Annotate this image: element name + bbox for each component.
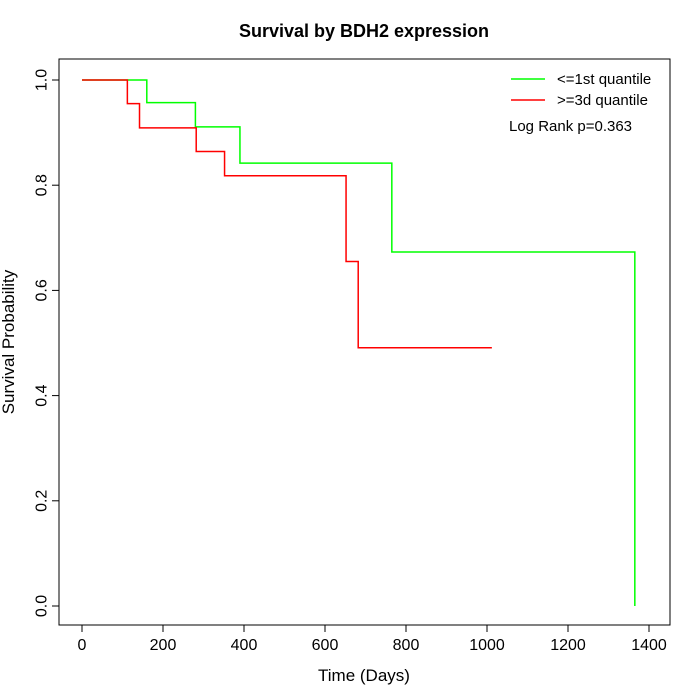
x-tick-label: 600 — [312, 637, 339, 654]
x-tick-label: 400 — [231, 637, 258, 654]
y-tick-label: 0.2 — [34, 490, 51, 512]
x-tick-label: 1400 — [631, 637, 667, 654]
plot-frame — [58, 58, 671, 626]
y-tick-label: 0.0 — [34, 595, 51, 617]
x-tick-label: 0 — [78, 637, 87, 654]
x-axis: 0 200 400 600 800 1000 1200 1400 — [78, 624, 667, 654]
legend-label: <=1st quantile — [557, 71, 651, 88]
y-tick-label: 0.8 — [34, 174, 51, 196]
y-tick-label: 1.0 — [34, 69, 51, 91]
y-axis: 0.0 0.2 0.4 0.6 0.8 1.0 — [34, 69, 60, 617]
log-rank-annotation: Log Rank p=0.363 — [509, 118, 632, 135]
y-tick-label: 0.4 — [34, 384, 51, 406]
x-tick-label: 800 — [393, 637, 420, 654]
series-layer — [82, 79, 636, 606]
x-tick-label: 1000 — [469, 637, 505, 654]
legend: <=1st quantile >=3d quantile — [511, 71, 651, 109]
x-axis-label: Time (Days) — [318, 666, 410, 685]
y-axis-label: Survival Probability — [0, 269, 18, 414]
survival-curve-series — [82, 79, 492, 349]
legend-label: >=3d quantile — [557, 92, 648, 109]
x-tick-label: 1200 — [550, 637, 586, 654]
y-tick-label: 0.6 — [34, 279, 51, 301]
survival-curve-series — [82, 79, 636, 606]
x-tick-label: 200 — [150, 637, 177, 654]
chart-title: Survival by BDH2 expression — [239, 21, 489, 41]
